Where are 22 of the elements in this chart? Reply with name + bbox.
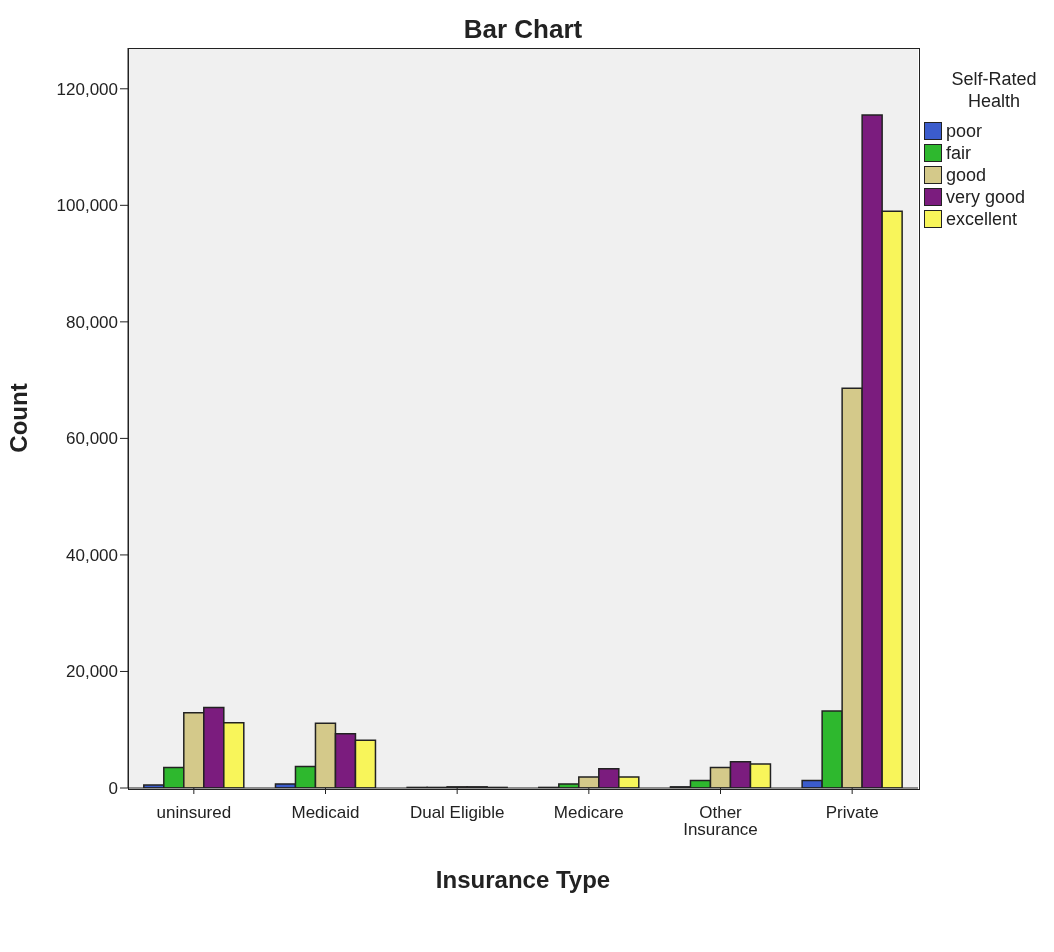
y-tick-label: 20,000 (66, 662, 118, 682)
legend-title: Self-Rated Health (950, 68, 1038, 112)
y-tick-label: 40,000 (66, 545, 118, 565)
y-tick-label: 0 (108, 779, 118, 799)
y-tick-label: 80,000 (66, 312, 118, 332)
legend-label: excellent (946, 208, 1018, 230)
x-tick-label: Private (825, 803, 879, 823)
legend-label: fair (946, 142, 972, 164)
legend-label: very good (946, 186, 1026, 208)
x-tick-label: Dual Eligible (409, 803, 505, 823)
y-tick-label: 100,000 (56, 196, 118, 216)
x-tick-label: uninsured (156, 803, 232, 823)
legend-label: poor (946, 120, 983, 142)
x-tick-label: Medicaid (291, 803, 360, 823)
legend-label: good (946, 164, 987, 186)
x-axis-title: Insurance Type (435, 866, 611, 893)
chart-title: Bar Chart (462, 14, 584, 45)
y-axis-title: Count (4, 383, 32, 453)
y-tick-label: 120,000 (56, 79, 118, 99)
x-tick-label: Medicare (553, 803, 624, 823)
x-tick-label: Other Insurance (683, 803, 758, 840)
y-tick-label: 60,000 (66, 429, 118, 449)
